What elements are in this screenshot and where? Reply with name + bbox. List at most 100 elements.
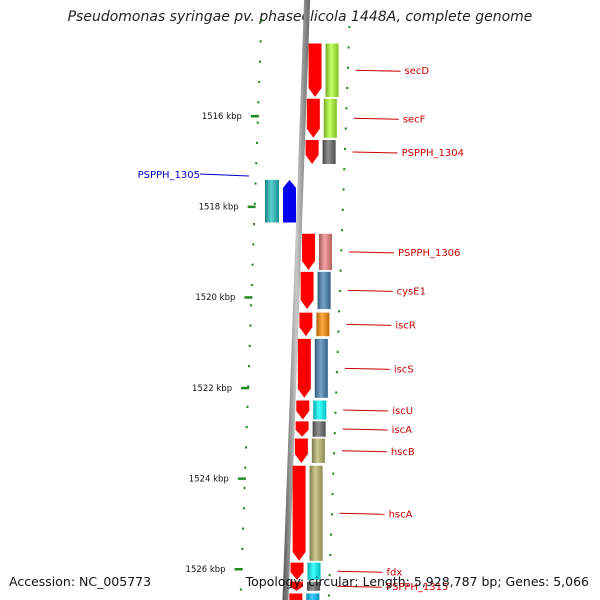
gene-label: cysE1 <box>397 286 426 297</box>
tick-left <box>247 365 250 368</box>
gene-block-shading <box>322 140 336 165</box>
scale-label: 1524 kbp <box>189 474 229 484</box>
tick-right <box>343 168 346 171</box>
gene-block-shading <box>316 312 330 337</box>
gene-label: PSPPH_1305 <box>138 170 200 181</box>
tick-left <box>257 101 260 104</box>
gene-arrow <box>300 271 314 309</box>
gene-block-shading <box>309 465 323 561</box>
tick-left <box>258 80 261 84</box>
gene-block-shading <box>323 98 337 138</box>
tick-right <box>334 411 337 414</box>
tick-right <box>335 371 338 374</box>
label-leader <box>341 450 387 453</box>
gene-label: iscU <box>392 406 413 417</box>
accession-label: Accession: NC_005773 <box>9 574 152 589</box>
tick-right <box>333 432 336 435</box>
gene-arrow <box>292 465 306 561</box>
tick-right <box>342 188 345 191</box>
tick-right <box>341 208 344 211</box>
major-tick <box>234 568 243 571</box>
tick-right <box>333 452 336 455</box>
tick-right <box>345 107 348 110</box>
label-leader <box>346 323 392 326</box>
gene-label: secD <box>405 66 430 77</box>
label-leader <box>353 117 399 120</box>
tick-right <box>338 289 341 293</box>
scale-label: 1520 kbp <box>195 293 235 303</box>
scale-label: 1526 kbp <box>186 565 226 575</box>
tick-left <box>242 527 245 530</box>
tick-right <box>331 492 334 496</box>
gene-block-shading <box>314 338 328 398</box>
tick-left <box>242 507 245 510</box>
map-title: Pseudomonas syringae pv. phaseolicola 14… <box>67 9 533 25</box>
tick-left <box>258 60 261 63</box>
tick-left <box>255 162 258 165</box>
gene-label: hscA <box>389 509 413 520</box>
gene-block-shading <box>306 581 320 591</box>
tick-left <box>254 182 257 185</box>
gene-label: PSPPH_1306 <box>398 248 460 259</box>
tick-left <box>251 263 254 266</box>
gene-features <box>265 43 339 600</box>
tick-left <box>243 486 246 490</box>
tick-left <box>250 283 253 287</box>
gene-label: iscA <box>392 425 412 436</box>
tick-left <box>260 20 263 23</box>
gene-label: iscR <box>395 320 415 331</box>
gene-block-shading <box>325 43 339 97</box>
gene-arrow <box>289 581 303 591</box>
scale-label: 1516 kbp <box>202 112 242 122</box>
tick-left <box>241 547 244 550</box>
gene-arrow <box>296 400 310 420</box>
tick-left <box>259 40 262 43</box>
gene-arrow <box>308 43 322 97</box>
gene-block-shading <box>311 438 325 463</box>
gene-block-shading <box>306 593 320 600</box>
tick-left <box>245 426 248 429</box>
tick-right <box>330 533 333 536</box>
scale-label: 1522 kbp <box>192 384 232 394</box>
tick-left <box>246 405 249 408</box>
tick-left <box>248 344 251 347</box>
label-leader <box>344 367 390 370</box>
tick-right <box>346 86 349 90</box>
gene-arrow <box>290 562 304 580</box>
label-leader <box>199 173 250 177</box>
tick-right <box>343 147 346 150</box>
tick-right <box>328 574 331 577</box>
backbone-line <box>282 0 311 600</box>
major-tick <box>241 386 250 390</box>
scale-label: 1518 kbp <box>199 203 239 213</box>
tick-marks <box>234 20 351 597</box>
tick-left <box>249 324 252 327</box>
gene-block-shading <box>312 421 326 437</box>
gene-labels: secD secF PSPPH_1304 PSPPH_1305 PSPPH_1306cy… <box>138 66 464 600</box>
gene-label: PSPPH_1315 <box>386 582 448 593</box>
gene-arrow <box>306 98 320 138</box>
tick-right <box>327 594 330 597</box>
tick-right <box>337 330 340 333</box>
gene-label: PSPPH_1304 <box>402 148 464 159</box>
tick-right <box>335 391 338 394</box>
label-leader <box>339 512 385 515</box>
tick-left <box>239 588 242 591</box>
scale-labels: 1516 kbp 1518 kbp 1520 kbp 1522 kbp 1524 kbp… <box>186 112 242 575</box>
tick-right <box>348 26 351 29</box>
tick-right <box>330 513 333 516</box>
label-leader <box>347 289 393 292</box>
label-leader <box>343 409 389 412</box>
gene-arrow <box>297 338 311 398</box>
tick-right <box>329 553 332 556</box>
major-tick <box>244 296 253 299</box>
tick-left <box>255 141 258 144</box>
tick-right <box>332 472 335 475</box>
tick-right <box>344 127 347 130</box>
gene-block-shading <box>313 400 327 420</box>
tick-left <box>253 202 256 205</box>
label-leader <box>352 151 398 154</box>
label-leader <box>349 251 395 254</box>
